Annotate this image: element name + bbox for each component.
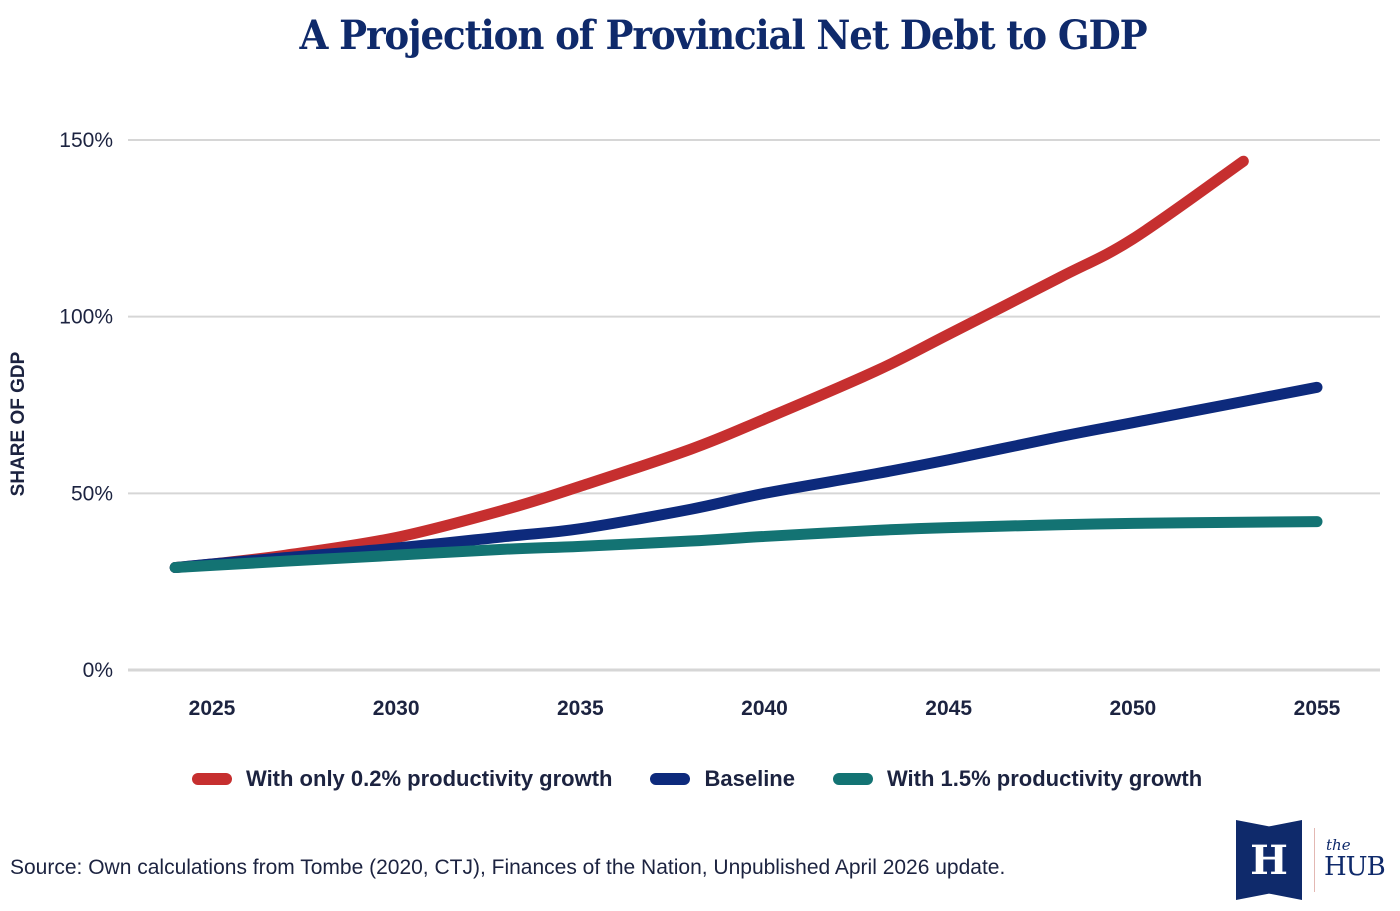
x-axis-ticks: 2025 2030 2035 2040 2045 2050 2055 — [189, 697, 1341, 720]
y-tick-label: 100% — [59, 306, 113, 329]
legend: With only 0.2% productivity growth Basel… — [192, 766, 1240, 792]
y-tick-label: 0% — [83, 659, 113, 682]
legend-swatch-low-growth — [192, 773, 232, 785]
legend-swatch-baseline — [650, 773, 691, 785]
the-hub-logo: H the HUB — [1236, 820, 1396, 900]
x-tick-label: 2050 — [1109, 697, 1156, 720]
x-tick-label: 2035 — [557, 697, 604, 720]
y-axis-ticks: 0% 50% 100% 150% — [59, 129, 113, 682]
legend-label-baseline: Baseline — [704, 766, 795, 791]
y-tick-label: 150% — [59, 129, 113, 152]
y-axis-label: SHARE OF GDP — [8, 351, 29, 496]
y-tick-label: 50% — [71, 482, 113, 505]
legend-label-low-growth: With only 0.2% productivity growth — [246, 766, 613, 791]
legend-swatch-high-growth — [832, 773, 873, 785]
legend-label-high-growth: With 1.5% productivity growth — [886, 766, 1203, 791]
x-tick-label: 2040 — [741, 697, 788, 720]
legend-item-baseline: Baseline — [650, 766, 795, 792]
source-note: Source: Own calculations from Tombe (202… — [10, 856, 1006, 879]
series-lines — [169, 155, 1323, 574]
x-tick-label: 2055 — [1294, 697, 1341, 720]
gridlines — [128, 139, 1380, 672]
series-line-high-growth — [169, 516, 1323, 574]
logo-text-large: HUB — [1324, 852, 1386, 882]
logo-monogram: H — [1250, 836, 1288, 884]
x-tick-label: 2030 — [373, 697, 420, 720]
x-tick-label: 2045 — [925, 697, 972, 720]
logo-banner-icon: H — [1236, 820, 1302, 900]
logo-divider — [1314, 828, 1315, 892]
chart-title: A Projection of Provincial Net Debt to G… — [299, 12, 1148, 59]
legend-item-high-growth: With 1.5% productivity growth — [832, 766, 1203, 792]
legend-item-low-growth: With only 0.2% productivity growth — [192, 766, 612, 792]
logo-text-small: the — [1326, 836, 1351, 854]
x-tick-label: 2025 — [189, 697, 236, 720]
